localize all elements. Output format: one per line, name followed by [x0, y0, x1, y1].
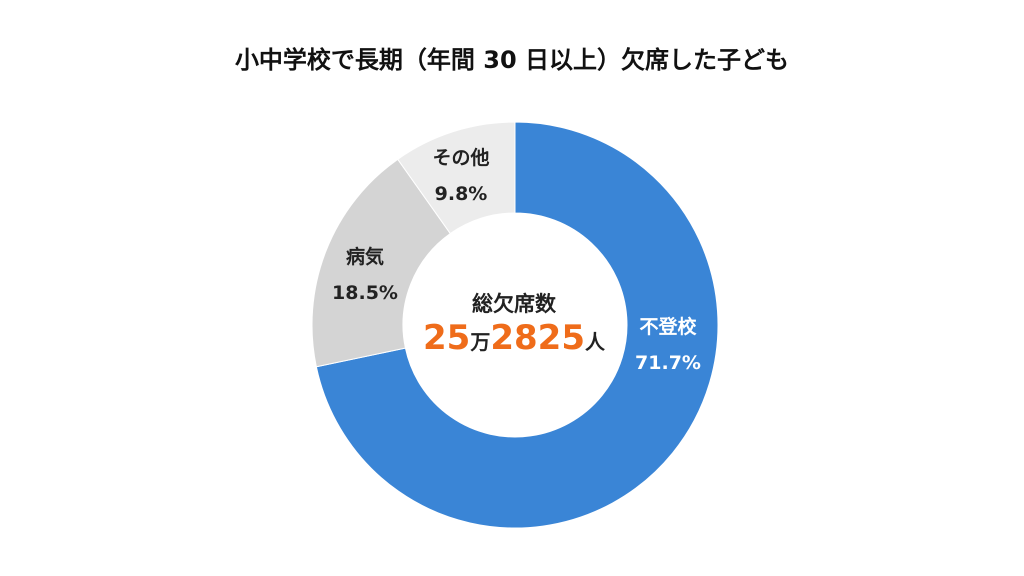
total-unit-people: 人 [584, 330, 605, 354]
center-total: 25万2825人 [394, 318, 634, 358]
slice-label-byoki: 病気 [346, 245, 384, 268]
slice-value-byoki: 18.5% [332, 282, 398, 304]
slice-futoko [315, 121, 719, 529]
total-unit-man: 万 [470, 330, 491, 354]
total-number-ten-thousands: 25 [423, 318, 471, 358]
slice-label-sonota: その他 [432, 146, 489, 169]
slice-sonota [397, 121, 516, 235]
center-label: 総欠席数 [472, 292, 556, 316]
chart-title: 小中学校で長期（年間 30 日以上）欠席した子ども [234, 46, 790, 74]
total-number-remainder: 2825 [490, 318, 585, 358]
slice-byoki [311, 158, 452, 368]
slice-label-futoko: 不登校 [639, 315, 697, 338]
slice-value-sonota: 9.8% [435, 183, 488, 205]
slice-value-futoko: 71.7% [635, 352, 701, 374]
